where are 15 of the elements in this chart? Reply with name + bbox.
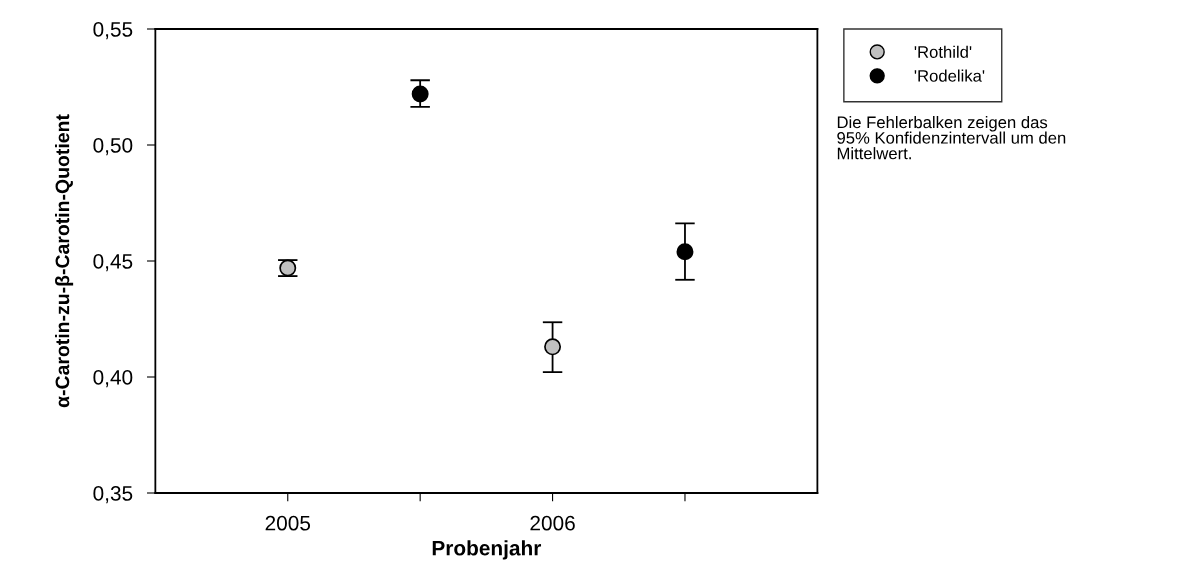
legend-label: 'Rodelika' — [914, 69, 985, 82]
y-tick-label: 0,55 — [93, 22, 133, 40]
y-tick-label: 0,35 — [93, 486, 133, 504]
y-tick-label: 0,45 — [93, 254, 133, 272]
point — [544, 338, 562, 356]
y-tick-label: 0,40 — [93, 370, 133, 388]
x-tick-label: 2005 — [265, 515, 311, 531]
point — [676, 243, 694, 261]
y-axis-title: α-Carotin-zu-β-Carotin-Quotient — [55, 114, 74, 408]
x-tick-label: 2006 — [530, 515, 575, 531]
point — [411, 85, 429, 103]
text: Die Fehlerbalken zeigen das 95% Konfidenzintervall um den Mittelwert. — [837, 116, 1066, 160]
legend-label: 'Rothild' — [914, 45, 972, 58]
x-axis-title: Probenjahr — [432, 540, 542, 560]
y-tick-label: 0,50 — [93, 138, 133, 156]
